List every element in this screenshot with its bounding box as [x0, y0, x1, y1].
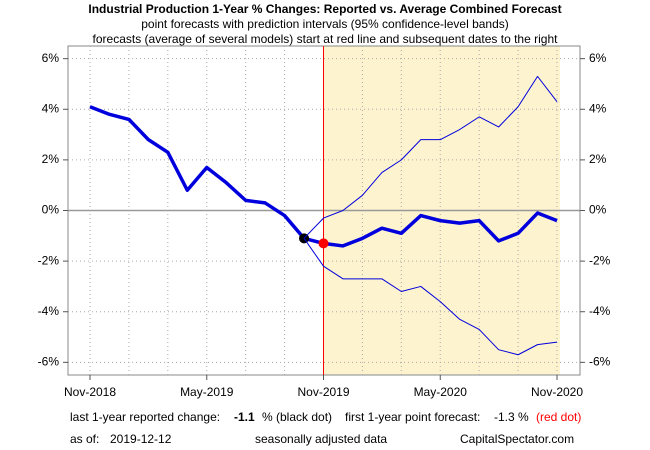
- x-tick-label: May-2020: [414, 385, 468, 399]
- series-line: [303, 238, 558, 356]
- chart-title: Industrial Production 1-Year % Changes: …: [88, 2, 561, 16]
- marker: [318, 238, 329, 249]
- footer-text: as of:: [70, 432, 99, 446]
- y-tick-label: 0%: [589, 203, 607, 217]
- series-line: [303, 75, 558, 239]
- y-tick-label: 4%: [42, 101, 60, 115]
- y-tick-label: -2%: [38, 253, 60, 267]
- footer-text: CapitalSpectator.com: [460, 432, 574, 446]
- y-tick-label: -4%: [589, 304, 611, 318]
- footer-text: seasonally adjusted data: [255, 432, 387, 446]
- y-tick-label: -2%: [589, 253, 611, 267]
- footer-text: % (black dot): [262, 410, 332, 424]
- y-tick-label: -4%: [38, 304, 60, 318]
- x-tick-label: Nov-2019: [297, 385, 349, 399]
- footer-text: last 1-year reported change:: [70, 410, 220, 424]
- y-tick-label: 4%: [589, 101, 607, 115]
- subtitle: forecasts (average of several models) st…: [93, 32, 559, 46]
- subtitle: point forecasts with prediction interval…: [141, 17, 509, 31]
- footer-text: first 1-year point forecast:: [345, 410, 480, 424]
- x-tick-label: Nov-2020: [531, 385, 583, 399]
- y-tick-label: 6%: [589, 51, 607, 65]
- footer-text: -1.3 %: [494, 410, 529, 424]
- x-tick-label: Nov-2018: [64, 385, 116, 399]
- y-tick-label: -6%: [38, 355, 60, 369]
- footer-text: (red dot): [536, 410, 581, 424]
- x-tick-label: May-2019: [180, 385, 234, 399]
- footer-text: 2019-12-12: [110, 432, 172, 446]
- y-tick-label: 6%: [42, 51, 60, 65]
- footer-text: -1.1: [234, 410, 255, 424]
- y-tick-label: 0%: [42, 203, 60, 217]
- y-tick-label: 2%: [42, 152, 60, 166]
- y-tick-label: 2%: [589, 152, 607, 166]
- y-tick-label: -6%: [589, 355, 611, 369]
- plot-area: -6% -6% -4% -4% -2% -2% 0% 0% 2% 2% 4% 4% 6% 6% Nov-20…: [38, 45, 611, 399]
